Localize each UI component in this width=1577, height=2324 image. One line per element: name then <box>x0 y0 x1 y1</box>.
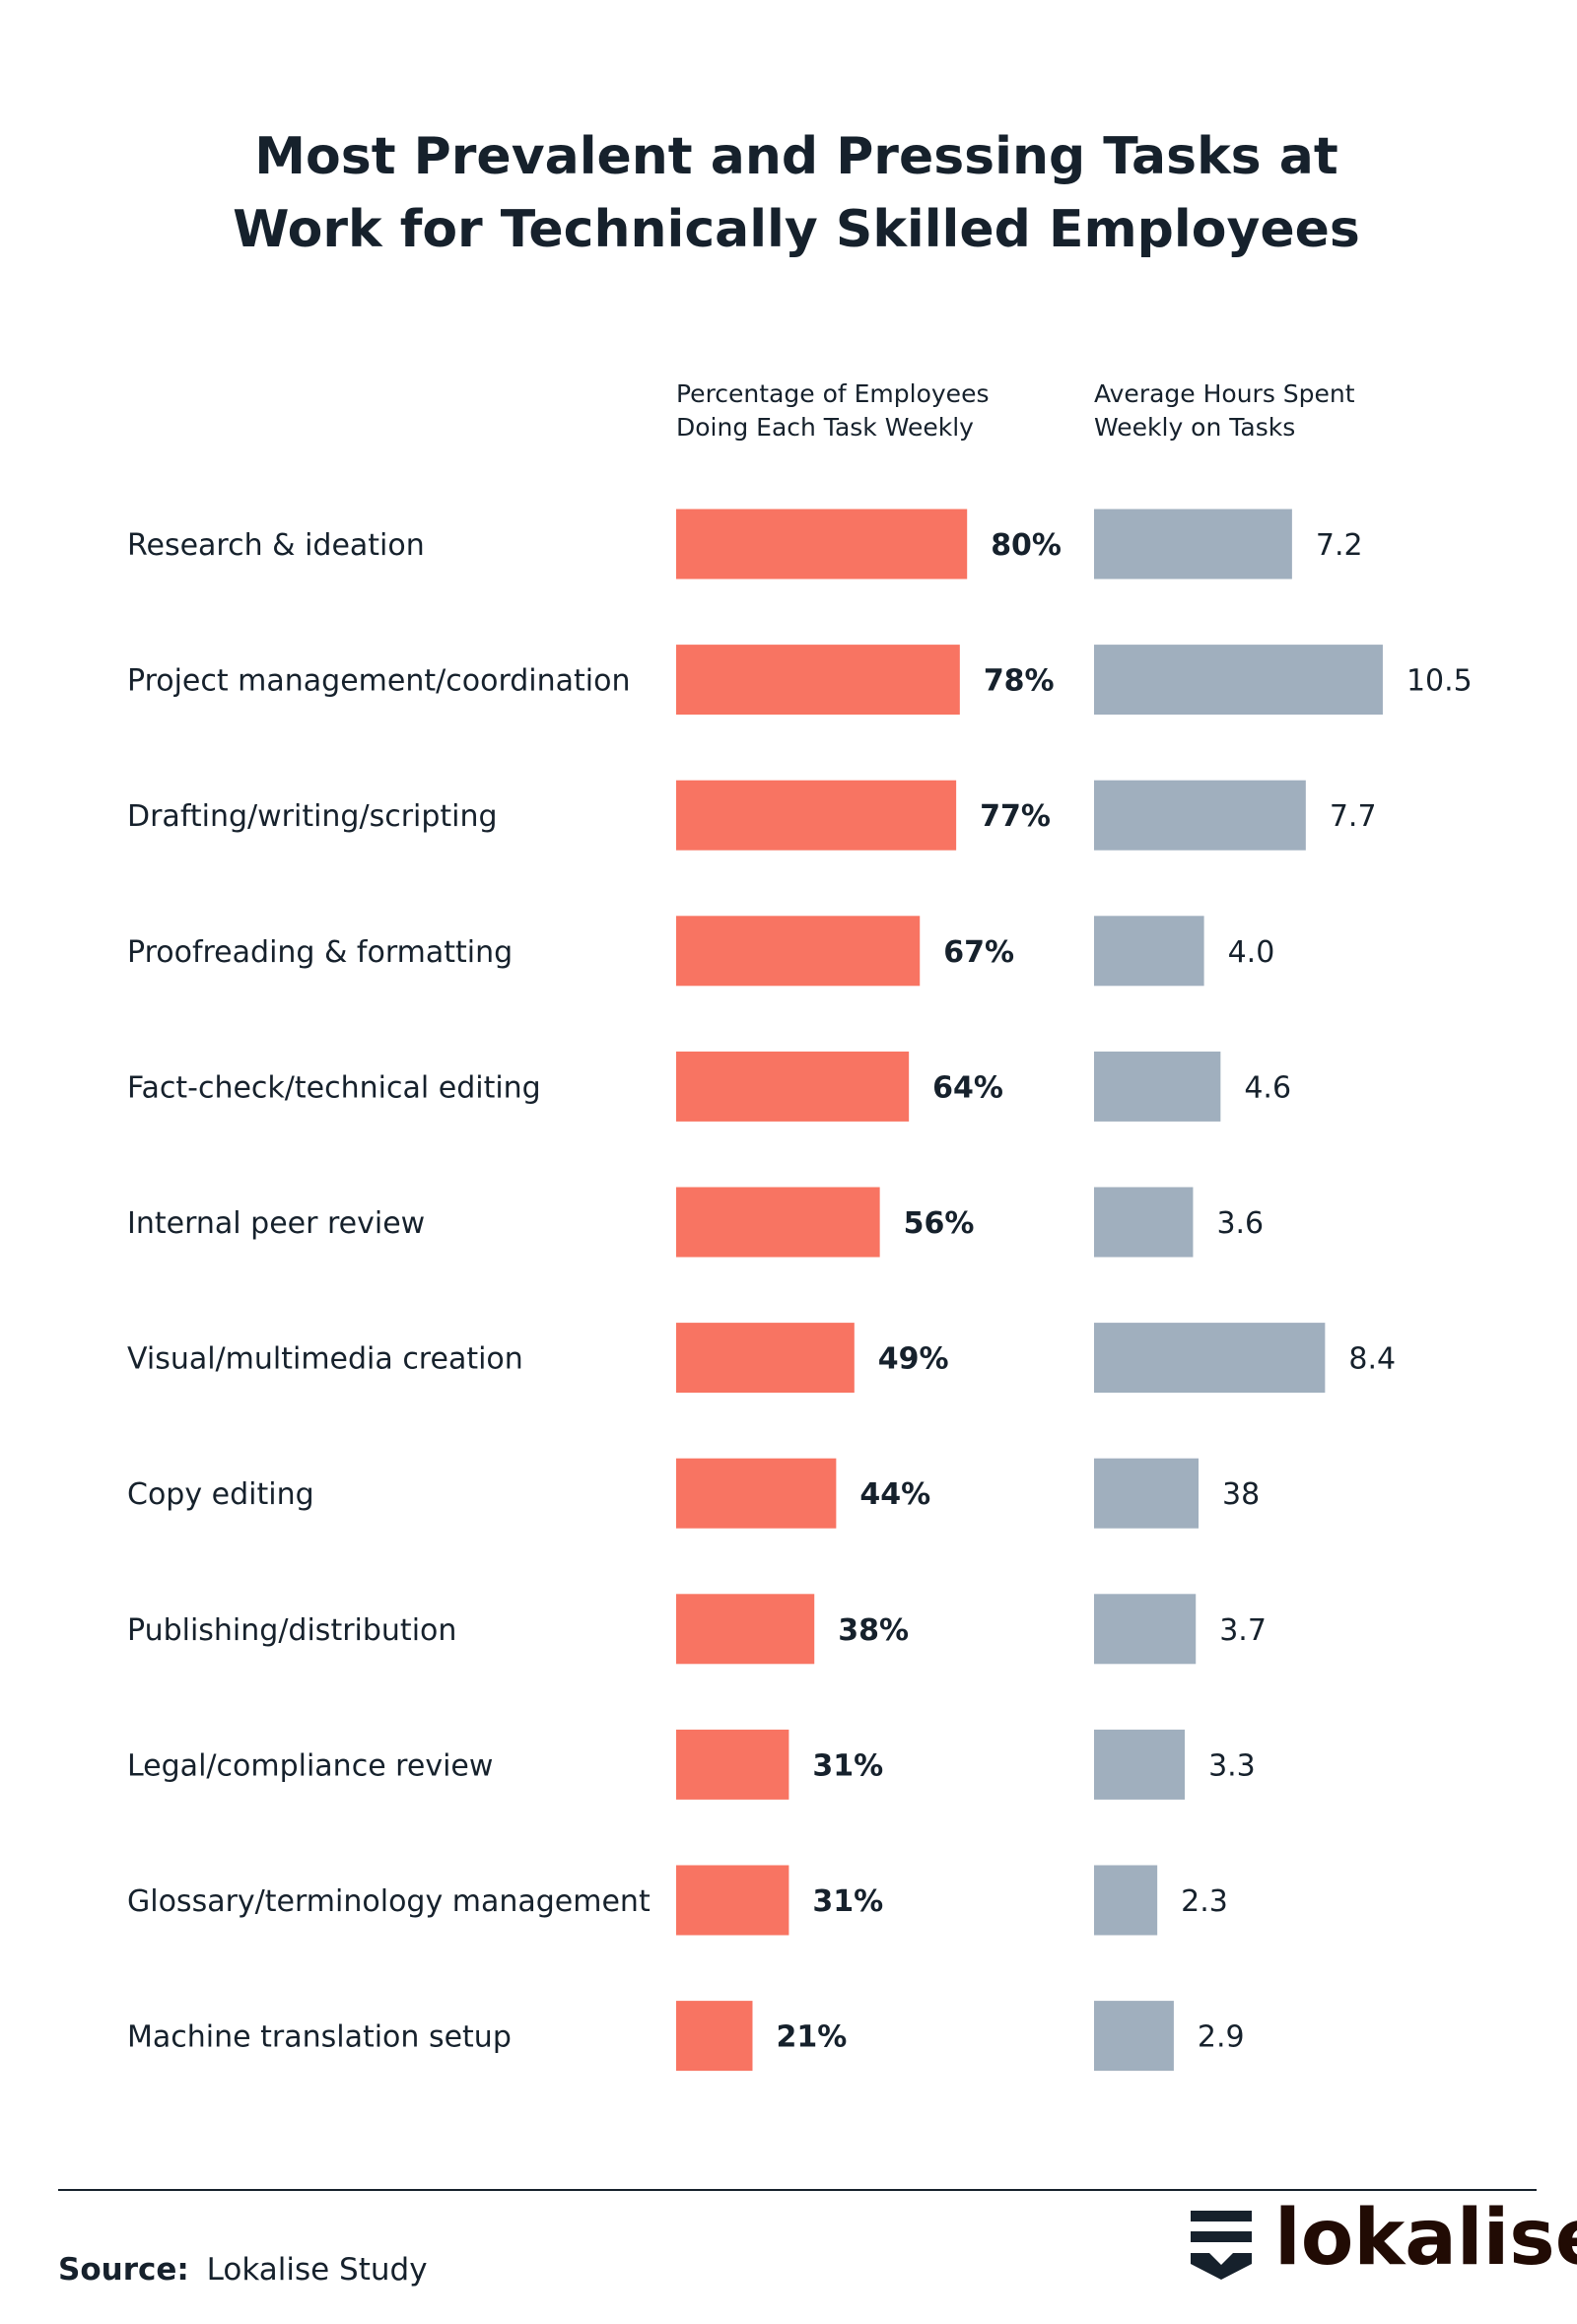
percentage-value-label: 56% <box>904 1206 975 1241</box>
percentage-bar <box>676 916 921 987</box>
series-2-header-line-1: Average Hours Spent <box>1094 379 1355 408</box>
hours-bar <box>1094 1051 1221 1122</box>
chart-title-line-1: Most Prevalent and Pressing Tasks at <box>254 127 1337 186</box>
series-1-header-line-1: Percentage of Employees <box>676 379 989 408</box>
percentage-value-label: 64% <box>932 1070 1003 1105</box>
category-label: Visual/multimedia creation <box>127 1342 523 1377</box>
hours-value-label: 3.7 <box>1219 1613 1267 1648</box>
percentage-bar <box>676 509 968 580</box>
category-label: Glossary/terminology management <box>127 1884 651 1919</box>
hours-value-label: 8.4 <box>1348 1342 1396 1377</box>
percentage-value-label: 31% <box>812 1884 883 1919</box>
source-text: Source: Lokalise Study <box>58 2252 428 2288</box>
lokalise-logo-icon <box>1191 2211 1252 2280</box>
percentage-bar <box>676 1187 880 1258</box>
hours-value-label: 3.3 <box>1208 1748 1256 1783</box>
hours-value-label: 7.7 <box>1330 799 1377 834</box>
percentage-bar <box>676 1051 910 1122</box>
percentage-bar <box>676 1594 815 1665</box>
chart-rows: Research & ideation 80% 7.2 Project managem… <box>127 509 1473 2072</box>
hours-bar <box>1094 1594 1197 1665</box>
lokalise-logo: lokalise <box>1191 2194 1577 2283</box>
percentage-value-label: 77% <box>980 799 1051 834</box>
percentage-value-label: 78% <box>984 664 1055 699</box>
percentage-value-label: 21% <box>776 2020 847 2055</box>
hours-bar <box>1094 645 1383 716</box>
hours-bar <box>1094 2001 1174 2072</box>
category-label: Copy editing <box>127 1477 314 1512</box>
hours-value-label: 2.3 <box>1181 1884 1228 1919</box>
hours-bar <box>1094 509 1292 580</box>
hours-value-label: 7.2 <box>1316 528 1363 563</box>
percentage-bar <box>676 1458 837 1529</box>
percentage-bar <box>676 1729 789 1800</box>
percentage-bar <box>676 1323 855 1394</box>
hours-value-label: 38 <box>1222 1477 1260 1512</box>
hours-bar <box>1094 1865 1158 1936</box>
series-2-header-line-2: Weekly on Tasks <box>1094 413 1295 442</box>
lokalise-logo-text: lokalise <box>1274 2194 1577 2283</box>
hours-bar <box>1094 1187 1194 1258</box>
hours-bar <box>1094 1729 1186 1800</box>
percentage-value-label: 38% <box>838 1613 909 1648</box>
percentage-value-label: 67% <box>943 935 1014 970</box>
percentage-bar <box>676 645 960 716</box>
category-label: Drafting/writing/scripting <box>127 799 498 834</box>
hours-value-label: 3.6 <box>1216 1206 1264 1241</box>
category-label: Proofreading & formatting <box>127 935 513 970</box>
category-label: Fact-check/technical editing <box>127 1070 541 1105</box>
hours-value-label: 10.5 <box>1406 664 1473 699</box>
hours-value-label: 4.0 <box>1228 935 1275 970</box>
hours-bar <box>1094 916 1204 987</box>
category-label: Internal peer review <box>127 1206 425 1241</box>
category-label: Research & ideation <box>127 528 425 563</box>
series-1-header-line-2: Doing Each Task Weekly <box>676 413 974 442</box>
percentage-value-label: 49% <box>878 1342 949 1377</box>
hours-bar <box>1094 1458 1200 1529</box>
hours-value-label: 2.9 <box>1198 2020 1245 2055</box>
hours-bar <box>1094 1323 1326 1394</box>
source-value: Lokalise Study <box>207 2252 428 2288</box>
hours-bar <box>1094 780 1306 851</box>
percentage-bar <box>676 2001 753 2072</box>
category-label: Machine translation setup <box>127 2020 512 2055</box>
percentage-value-label: 44% <box>859 1477 930 1512</box>
percentage-value-label: 31% <box>812 1748 883 1783</box>
percentage-value-label: 80% <box>991 528 1062 563</box>
category-label: Publishing/distribution <box>127 1613 456 1648</box>
percentage-bar <box>676 780 957 851</box>
hours-value-label: 4.6 <box>1244 1070 1291 1105</box>
category-label: Project management/coordination <box>127 664 631 699</box>
chart-title-line-2: Work for Technically Skilled Employees <box>233 200 1360 259</box>
percentage-bar <box>676 1865 789 1936</box>
category-label: Legal/compliance review <box>127 1748 493 1783</box>
source-label: Source: <box>58 2252 189 2288</box>
